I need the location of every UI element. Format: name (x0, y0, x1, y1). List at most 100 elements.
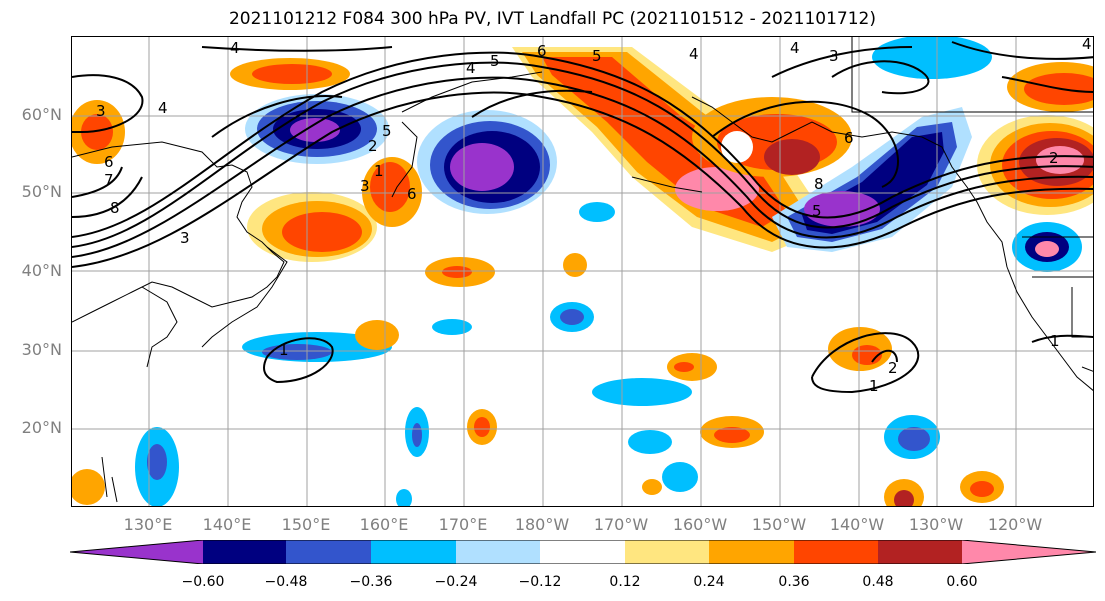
contour-label: 8 (814, 175, 824, 193)
anomaly-pos-2b (370, 162, 410, 212)
lon-label: 160°W (672, 515, 728, 534)
na-borders (1022, 236, 1093, 372)
contour-label: 3 (180, 229, 190, 247)
contour-label: 2 (368, 137, 378, 155)
colorbar-tick: 0.60 (946, 574, 978, 590)
anomaly-pos-5e (1036, 146, 1084, 174)
anomaly-neg-2d (450, 143, 514, 191)
anomaly-neg-14 (662, 462, 698, 492)
lon-label: 170°E (438, 515, 488, 534)
contour-line-6 (72, 166, 123, 198)
contour-line-2 (72, 51, 1093, 238)
siberia-coast (401, 71, 543, 113)
contour-line-13 (711, 100, 899, 188)
contour-label: 6 (844, 129, 854, 147)
contour-line-1 (72, 61, 1093, 248)
anomaly-pos-19b (970, 481, 994, 497)
contour-line-5 (72, 176, 143, 218)
anomaly-neg-4 (872, 37, 992, 79)
anomaly-pos-4c (764, 139, 820, 175)
contour-line-15 (1001, 76, 1093, 93)
contour-label: 8 (110, 199, 120, 217)
anomaly-neg-7 (432, 319, 472, 335)
contour-label: 1 (869, 377, 879, 395)
lon-label: 140°W (829, 515, 885, 534)
colorbar-segment (878, 540, 962, 564)
contour-label: 6 (537, 42, 547, 60)
contour-label: 3 (829, 47, 839, 65)
anomaly-neg-12b (147, 444, 167, 480)
contour-line-4 (72, 91, 1093, 268)
coastlines (72, 37, 1093, 503)
contour-line-10 (201, 46, 393, 52)
colorbar-tick: 0.36 (778, 574, 810, 590)
contour-label: 1 (374, 162, 384, 180)
contour-line-3 (72, 76, 1093, 258)
lon-label: 140°E (202, 515, 252, 534)
colorbar-segment (456, 540, 540, 564)
contour-label: 2 (888, 359, 898, 377)
contour-label: 4 (689, 45, 699, 63)
anomaly-pos-13b (674, 362, 694, 372)
lat-label-60n: 60°N (21, 105, 62, 124)
contour-label: 4 (790, 39, 800, 57)
colorbar-segments (70, 540, 1096, 564)
lat-label-40n: 40°N (21, 261, 62, 280)
colorbar-segment (371, 540, 456, 564)
map-title: 2021101212 F084 300 hPa PV, IVT Landfall… (228, 9, 876, 29)
anomaly-neg-8b (560, 309, 584, 325)
contour-label: 6 (104, 153, 114, 171)
lon-label: 130°W (908, 515, 964, 534)
colorbar-segment (286, 540, 371, 564)
aleutians (631, 176, 703, 193)
colorbar-segment (962, 540, 1096, 564)
colorbar-tick: −0.24 (434, 574, 478, 590)
lon-label: 150°E (281, 515, 331, 534)
colorbar-tick: 0.12 (609, 574, 641, 590)
contour-label: 3 (360, 177, 370, 195)
lon-label: 130°E (123, 515, 173, 534)
lat-label-30n: 30°N (21, 340, 62, 359)
contour-line-16 (263, 337, 334, 384)
lat-label-50n: 50°N (21, 182, 62, 201)
lon-label: 170°W (593, 515, 649, 534)
colorbar-segment (709, 540, 794, 564)
anomaly-neg-11b (412, 423, 422, 447)
lon-label: 120°W (987, 515, 1043, 534)
ivt-contours (72, 41, 1093, 394)
graticule (72, 37, 1093, 506)
kamchatka-coast (391, 121, 418, 198)
colorbar-segment (794, 540, 878, 564)
contour-line-8 (211, 95, 343, 138)
contour-line-7 (72, 74, 144, 133)
contour-label: 4 (1082, 36, 1092, 53)
colorbar-tick: −0.36 (349, 574, 393, 590)
colorbar-segment (540, 540, 625, 564)
anomaly-pos-1c (282, 212, 362, 252)
colorbar-segment (625, 540, 709, 564)
contour-label: 5 (812, 202, 822, 220)
alaska-coast (691, 96, 1008, 268)
filled-anomalies (72, 37, 1093, 506)
contour-label: 5 (592, 47, 602, 65)
contour-label: 1 (279, 341, 289, 359)
anomaly-neg-13b (898, 427, 930, 451)
colorbar (70, 540, 1096, 564)
korea-coast (141, 286, 178, 368)
colorbar-tick: −0.60 (181, 574, 225, 590)
anomaly-neg-6b (262, 344, 332, 360)
anomaly-pos-8b (252, 64, 332, 84)
anomaly-neg-16 (396, 489, 412, 506)
canada-border (851, 37, 1093, 113)
anomaly-pos-9b (81, 114, 113, 150)
contour-label: 7 (104, 171, 114, 189)
contour-label: 5 (382, 122, 392, 140)
anomaly-neg-9 (579, 202, 615, 222)
contour-label: 4 (466, 59, 476, 77)
lon-label: 150°W (751, 515, 807, 534)
anomaly-pos-15b (714, 427, 750, 443)
philippines-coast (101, 456, 118, 503)
contour-label: 4 (158, 99, 168, 117)
contour-label: 6 (407, 185, 417, 203)
colorbar-tick: 0.48 (862, 574, 894, 590)
